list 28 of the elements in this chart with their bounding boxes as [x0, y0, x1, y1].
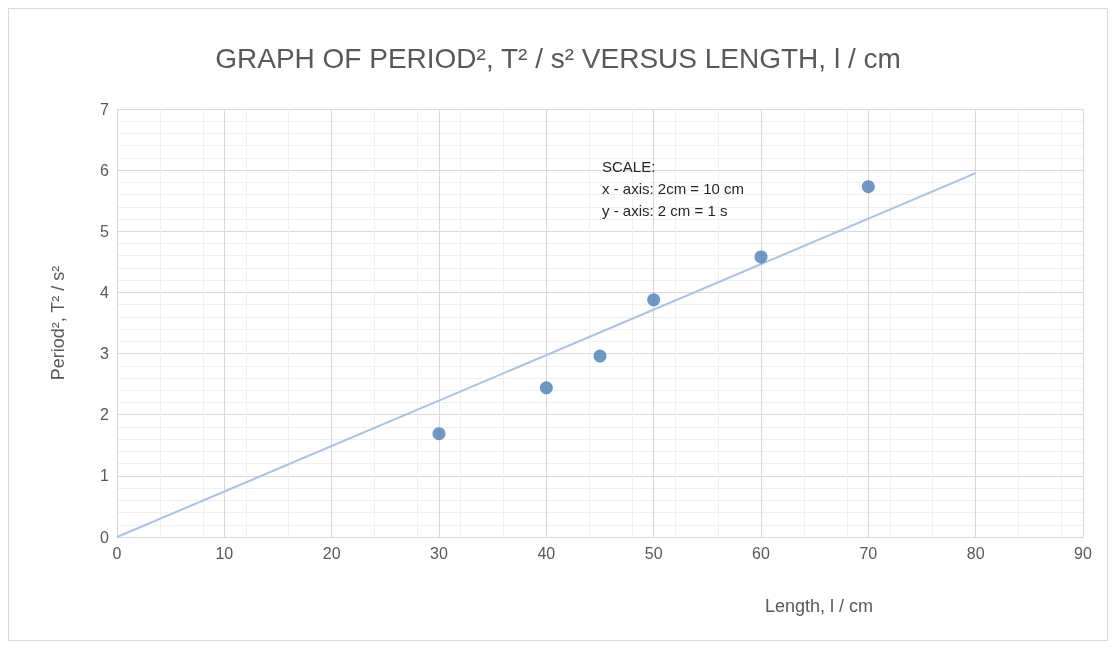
x-tick-label: 10	[215, 544, 234, 562]
x-axis-title: Length, l / cm	[764, 596, 873, 616]
point	[593, 349, 607, 363]
x-tick-label: 20	[322, 544, 341, 562]
y-tick-label: 5	[100, 222, 110, 240]
x-tick-label: 70	[859, 544, 878, 562]
y-tick-label: 2	[100, 406, 110, 424]
x-tick-label: 80	[966, 544, 985, 562]
x-tick-label: 50	[644, 544, 663, 562]
x-tick-label: 40	[537, 544, 556, 562]
chart-title: GRAPH OF PERIOD², T² / s² VERSUS LENGTH, l / cm	[215, 42, 901, 74]
x-tick-label: 60	[752, 544, 770, 562]
x-tick-label: 0	[112, 544, 122, 562]
x-tick-label: 30	[430, 544, 448, 562]
y-tick-label: 4	[100, 283, 110, 301]
y-axis-title: Period², T² / s²	[48, 265, 68, 381]
x-tick-label: 90	[1074, 544, 1092, 562]
point	[861, 180, 875, 194]
annotation: SCALE: x - axis: 2cm = 10 cm y - axis: 2 cm = 1 s	[602, 157, 745, 219]
point	[647, 293, 661, 307]
y-tick-label: 3	[100, 345, 110, 363]
y-tick-label: 1	[100, 467, 110, 485]
y-tick-label: 6	[100, 161, 110, 179]
y-tick-label: 7	[100, 100, 110, 118]
point	[754, 250, 768, 264]
point	[432, 427, 446, 441]
point	[539, 381, 553, 395]
y-tick-label: 0	[100, 528, 110, 546]
